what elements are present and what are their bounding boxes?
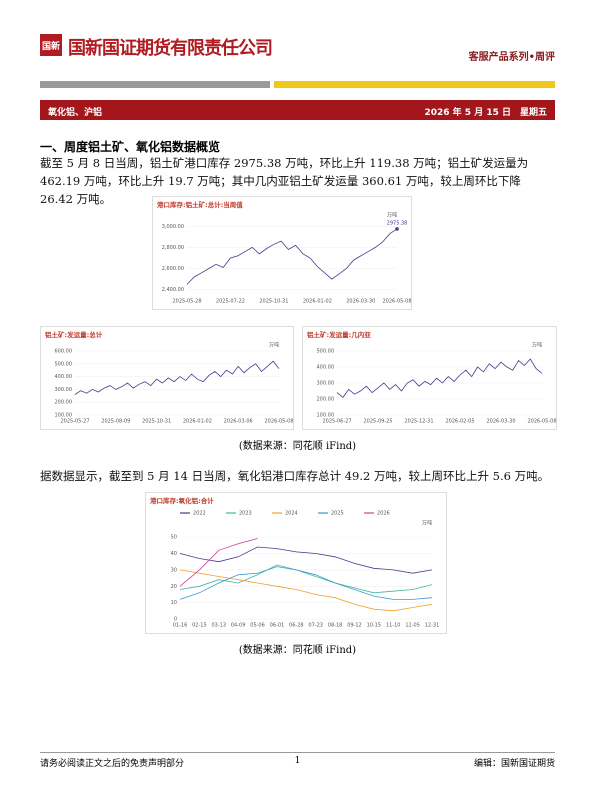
- annotation-point: [395, 227, 399, 231]
- unit-label: 万吨: [532, 342, 542, 349]
- y-tick-label: 10: [171, 600, 177, 606]
- unit-label: 万吨: [387, 212, 397, 219]
- x-tick-label: 06-28: [289, 623, 304, 629]
- x-tick-label: 03-13: [212, 623, 227, 629]
- line-series: [186, 228, 398, 285]
- banner-date: 2026 年 5 月 15 日 星期五: [424, 108, 547, 118]
- x-tick-label: 2026-01-02: [183, 419, 212, 425]
- footer-editor: 编辑：国新国证期货: [473, 759, 555, 769]
- line-series: [74, 360, 280, 395]
- y-tick-label: 30: [171, 567, 177, 573]
- y-tick-label: 50: [171, 535, 177, 541]
- x-tick-label: 2025-09-25: [363, 419, 392, 425]
- x-tick-label: 2026-03-30: [486, 419, 515, 425]
- chart-title: 铝土矿:发运量:几内亚: [307, 330, 371, 339]
- y-tick-label: 300.00: [55, 387, 73, 393]
- y-tick-label: 2,800.00: [162, 245, 184, 251]
- paragraph: 据数据显示，截至到 5 月 14 日当周，氧化铝港口库存总计 49.2 万吨，较…: [40, 469, 550, 483]
- annotation: 2975.38: [387, 220, 408, 226]
- section-title: 一、周度铝土矿、氧化铝数据概览: [40, 140, 221, 154]
- header-bar: [274, 81, 555, 88]
- y-tick-label: 500.00: [55, 361, 73, 367]
- unit-label: 万吨: [269, 342, 279, 349]
- line-series: [179, 564, 433, 594]
- line-series: [179, 569, 433, 612]
- page-number: 1: [294, 756, 301, 766]
- y-tick-label: 300.00: [317, 381, 335, 387]
- x-tick-label: 02-15: [192, 623, 207, 629]
- x-tick-label: 2025-12-31: [404, 419, 433, 425]
- legend-label: 2025: [331, 511, 344, 517]
- banner-topic: 氧化铝、沪铝: [48, 108, 103, 118]
- chart-title: 港口库存:氧化铝:合计: [150, 496, 214, 505]
- x-tick-label: 09-12: [347, 623, 362, 629]
- x-tick-label: 05-06: [250, 623, 265, 629]
- unit-label: 万吨: [422, 520, 432, 527]
- legend-label: 2024: [285, 511, 298, 517]
- x-tick-label: 11-10: [386, 623, 401, 629]
- chart-title: 港口库存:铝土矿:总计:当周值: [157, 200, 243, 209]
- chart-title: 铝土矿:发运量:总计: [45, 330, 103, 339]
- header-bar: [40, 81, 270, 88]
- paragraph: 截至 5 月 8 日当周，铝土矿港口库存 2975.38 万吨，环比上升 119…: [40, 156, 529, 206]
- x-tick-label: 2026-03-06: [224, 419, 253, 425]
- x-tick-label: 2026-05-08: [527, 419, 556, 425]
- y-tick-label: 20: [171, 584, 177, 590]
- legend-label: 2026: [377, 511, 390, 517]
- line-series: [179, 546, 433, 574]
- x-tick-label: 2025-07-22: [216, 299, 245, 305]
- company-name: 国新国证期货有限责任公司: [68, 38, 273, 59]
- y-tick-label: 500.00: [317, 349, 335, 355]
- line-series: [179, 566, 433, 600]
- x-tick-label: 2025-06-27: [322, 419, 351, 425]
- logo: 国新: [40, 34, 62, 56]
- x-tick-label: 07-23: [308, 623, 323, 629]
- x-tick-label: 2025-08-09: [101, 419, 130, 425]
- x-tick-label: 12-05: [405, 623, 420, 629]
- x-tick-label: 2025-10-31: [142, 419, 171, 425]
- line-series: [336, 358, 543, 398]
- x-tick-label: 10-15: [367, 623, 382, 629]
- y-tick-label: 200.00: [317, 397, 335, 403]
- x-tick-label: 2026-03-30: [346, 299, 375, 305]
- y-tick-label: 400.00: [55, 374, 73, 380]
- x-tick-label: 2026-05-08: [264, 419, 293, 425]
- x-tick-label: 2026-01-02: [303, 299, 332, 305]
- x-tick-label: 08-18: [328, 623, 343, 629]
- x-tick-label: 04-09: [231, 623, 246, 629]
- x-tick-label: 2025-05-27: [60, 419, 89, 425]
- y-tick-label: 100.00: [55, 413, 73, 419]
- y-tick-label: 100.00: [317, 413, 335, 419]
- y-tick-label: 3,000.00: [162, 224, 184, 230]
- x-tick-label: 01-16: [173, 623, 188, 629]
- y-tick-label: 400.00: [317, 365, 335, 371]
- source-note: (数据来源：同花顺 iFind): [238, 441, 357, 452]
- legend-label: 2022: [193, 511, 206, 517]
- y-tick-label: 2,600.00: [162, 266, 184, 272]
- x-tick-label: 2025-05-28: [172, 299, 201, 305]
- y-tick-label: 2,400.00: [162, 287, 184, 293]
- x-tick-label: 2026-05-08: [382, 299, 411, 305]
- line-series: [179, 538, 258, 587]
- x-tick-label: 12-31: [425, 623, 440, 629]
- footer-rule: [40, 752, 555, 753]
- x-tick-label: 2026-02-05: [445, 419, 474, 425]
- y-tick-label: 40: [171, 551, 177, 557]
- x-tick-label: 2025-10-31: [259, 299, 288, 305]
- y-tick-label: 600.00: [55, 349, 73, 355]
- report-series: 客服产品系列•周评: [468, 52, 555, 63]
- y-tick-label: 0: [174, 617, 177, 623]
- footer-disclaimer: 请务必阅读正文之后的免责声明部分: [40, 759, 185, 769]
- legend-label: 2023: [239, 511, 252, 517]
- banner: 氧化铝、沪铝 2026 年 5 月 15 日 星期五: [40, 100, 555, 120]
- x-tick-label: 06-01: [270, 623, 285, 629]
- source-note: (数据来源：同花顺 iFind): [238, 645, 357, 656]
- y-tick-label: 200.00: [55, 400, 73, 406]
